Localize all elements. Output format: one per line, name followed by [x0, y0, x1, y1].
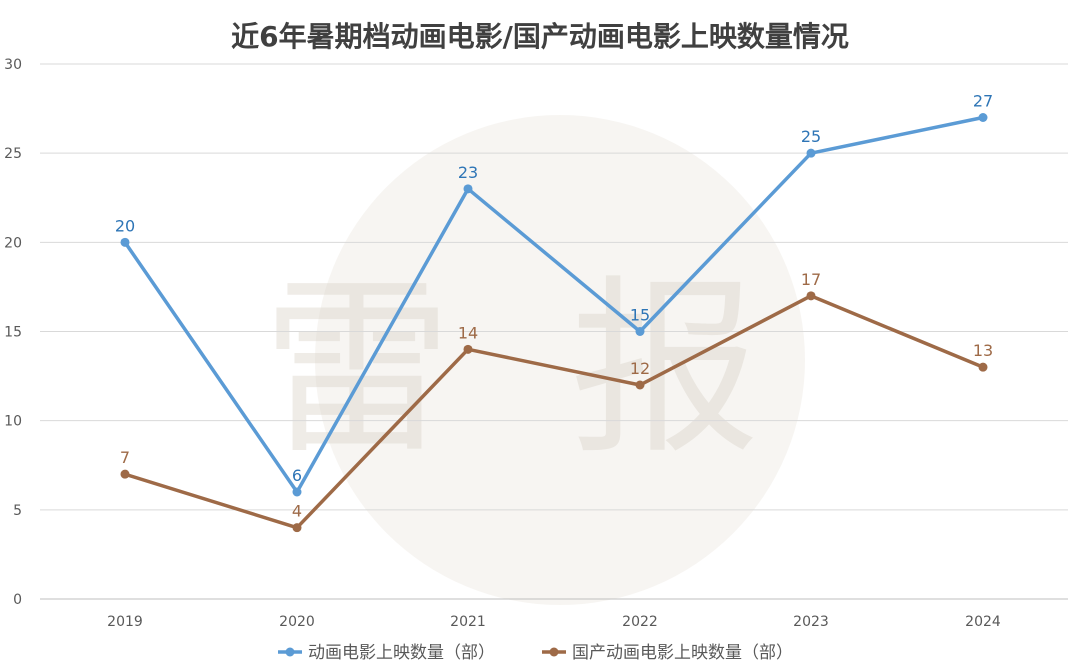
series-line — [123, 294, 985, 530]
data-label: 27 — [973, 92, 993, 111]
data-label: 23 — [458, 163, 478, 182]
y-tick-label: 0 — [13, 592, 22, 608]
legend-label: 国产动画电影上映数量（部） — [572, 643, 793, 663]
x-tick-label: 2021 — [450, 614, 486, 630]
legend-label: 动画电影上映数量（部） — [308, 643, 495, 663]
data-label: 7 — [120, 448, 130, 467]
watermark-char-1: 雷 — [262, 259, 452, 480]
series-line — [123, 115, 985, 494]
y-axis: 0 5 10 15 20 25 30 — [4, 57, 22, 608]
data-label: 4 — [292, 502, 302, 521]
y-tick-label: 30 — [4, 57, 22, 73]
chart-title: 近6年暑期档动画电影/国产动画电影上映数量情况 — [231, 20, 849, 53]
x-tick-label: 2023 — [793, 614, 829, 630]
y-tick-label: 15 — [4, 325, 22, 341]
y-tick-label: 5 — [13, 503, 22, 519]
x-tick-label: 2019 — [107, 614, 143, 630]
data-point — [635, 380, 645, 390]
data-point — [292, 487, 302, 497]
legend-swatch-marker — [285, 647, 295, 657]
watermark: 雷 报 — [262, 115, 805, 605]
watermark-circle — [315, 115, 805, 605]
data-point — [806, 148, 816, 158]
data-point — [635, 327, 645, 336]
data-point — [978, 113, 988, 122]
data-point — [806, 291, 816, 301]
watermark-char-2: 报 — [570, 259, 760, 480]
data-label: 13 — [973, 341, 993, 360]
data-label: 14 — [458, 323, 478, 342]
data-label: 12 — [630, 359, 650, 378]
series-layer: 20 6 23 15 25 27 7 4 14 12 17 13 — [115, 92, 993, 533]
data-label: 17 — [801, 270, 821, 289]
data-point — [120, 237, 130, 247]
data-point — [292, 523, 302, 533]
data-label: 6 — [292, 466, 302, 485]
legend: 动画电影上映数量（部） 国产动画电影上映数量（部） — [278, 643, 793, 663]
y-tick-label: 20 — [4, 235, 22, 251]
data-point — [463, 344, 473, 354]
x-axis: 2019 2020 2021 2022 2023 2024 — [107, 614, 1001, 630]
x-tick-label: 2020 — [279, 614, 315, 630]
legend-item-1: 动画电影上映数量（部） — [278, 643, 495, 663]
series-1: 20 6 23 15 25 27 — [115, 92, 993, 497]
x-tick-label: 2024 — [965, 614, 1001, 630]
data-point — [463, 184, 473, 194]
data-label: 15 — [630, 306, 650, 325]
legend-swatch-marker — [549, 647, 559, 657]
data-label: 20 — [115, 216, 135, 235]
legend-item-2: 国产动画电影上映数量（部） — [542, 643, 793, 663]
data-label: 25 — [801, 127, 821, 146]
data-point — [120, 469, 130, 479]
data-point — [978, 362, 988, 372]
series-2: 7 4 14 12 17 13 — [120, 270, 993, 533]
x-tick-label: 2022 — [622, 614, 658, 630]
y-tick-label: 10 — [4, 414, 22, 430]
y-tick-label: 25 — [4, 146, 22, 162]
